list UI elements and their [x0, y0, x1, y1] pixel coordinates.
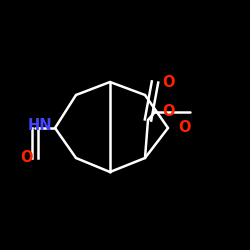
Text: HN: HN: [28, 118, 52, 133]
Text: O: O: [20, 150, 32, 166]
Text: O: O: [178, 120, 190, 136]
Text: O: O: [162, 104, 175, 120]
Text: O: O: [162, 74, 175, 90]
